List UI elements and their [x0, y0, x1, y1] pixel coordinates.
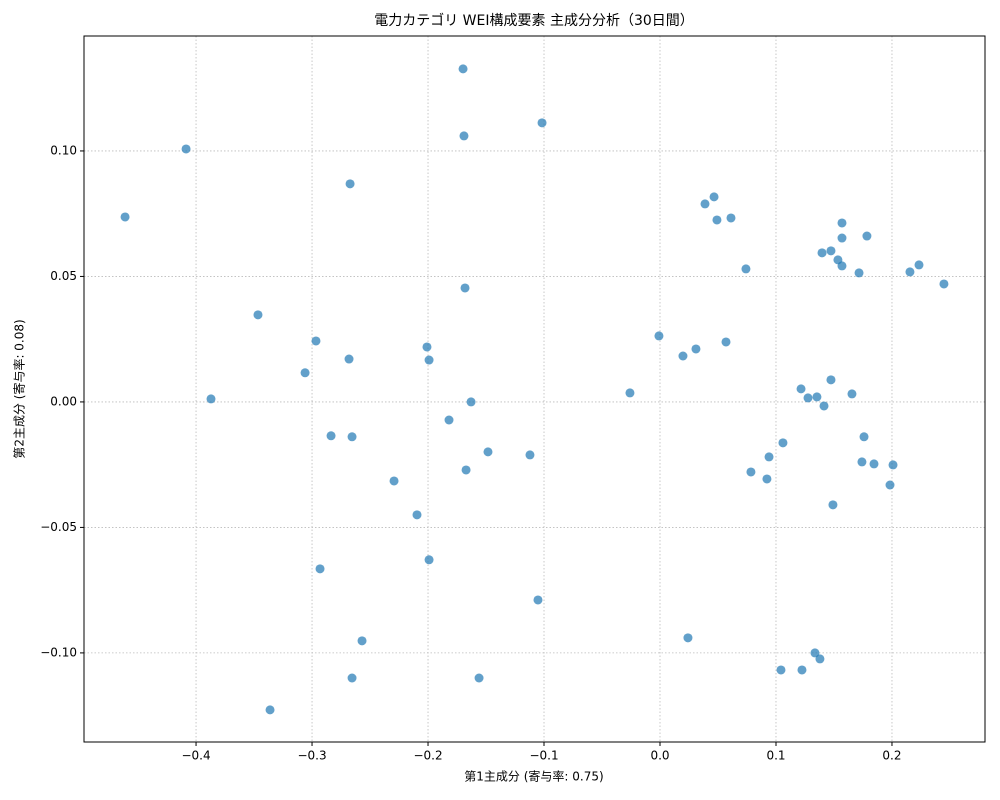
point [709, 192, 719, 202]
point [265, 705, 275, 715]
point [721, 337, 731, 347]
point [422, 342, 432, 352]
point [828, 500, 838, 510]
point [885, 480, 895, 490]
point [837, 261, 847, 271]
point [315, 564, 325, 574]
point [444, 415, 454, 425]
point [764, 452, 774, 462]
point [888, 460, 898, 470]
point [776, 665, 786, 675]
x-tick-label: 0.0 [650, 749, 669, 763]
point [726, 213, 736, 223]
plot-frame [83, 35, 986, 743]
point [854, 268, 864, 278]
point [869, 459, 879, 469]
point [389, 476, 399, 486]
point [700, 199, 710, 209]
point [300, 368, 310, 378]
point [458, 64, 468, 74]
x-tick-label: 0.1 [766, 749, 785, 763]
point [326, 431, 336, 441]
point [483, 447, 493, 457]
point [810, 648, 820, 658]
point [819, 401, 829, 411]
y-tick-label: 0.10 [50, 143, 77, 157]
x-axis-label: 第1主成分 (寄与率: 0.75) [464, 769, 603, 784]
point [459, 131, 469, 141]
point [939, 279, 949, 289]
point [654, 331, 664, 341]
point [357, 636, 367, 646]
x-tick-label: −0.3 [297, 749, 326, 763]
point [120, 212, 130, 222]
point [826, 375, 836, 385]
point [466, 397, 476, 407]
point [412, 510, 422, 520]
point [460, 283, 470, 293]
point [683, 633, 693, 643]
point [862, 231, 872, 241]
point [778, 438, 788, 448]
point [347, 673, 357, 683]
point [762, 474, 772, 484]
point [746, 467, 756, 477]
point [817, 248, 827, 258]
y-axis-label: 第2主成分 (寄与率: 0.08) [12, 319, 27, 458]
point [815, 654, 825, 664]
point [857, 457, 867, 467]
point [796, 384, 806, 394]
x-tick-label: −0.4 [181, 749, 210, 763]
point [859, 432, 869, 442]
point [424, 355, 434, 365]
point [424, 555, 434, 565]
point [691, 344, 701, 354]
point [837, 233, 847, 243]
y-tick-label: 0.00 [50, 394, 77, 408]
point [837, 218, 847, 228]
point [344, 354, 354, 364]
point [625, 388, 635, 398]
chart-title: 電力カテゴリ WEI構成要素 主成分分析（30日間） [374, 12, 694, 29]
point [525, 450, 535, 460]
point [311, 336, 321, 346]
y-tick-label: −0.05 [40, 520, 77, 534]
point [253, 310, 263, 320]
point [797, 665, 807, 675]
point [803, 393, 813, 403]
y-tick-label: 0.05 [50, 269, 77, 283]
point [537, 118, 547, 128]
point [181, 144, 191, 154]
point [905, 267, 915, 277]
point [533, 595, 543, 605]
x-tick-label: 0.2 [882, 749, 901, 763]
point [347, 432, 357, 442]
point [812, 392, 822, 402]
point [914, 260, 924, 270]
point [345, 179, 355, 189]
point [461, 465, 471, 475]
point [712, 215, 722, 225]
point [826, 246, 836, 256]
point [206, 394, 216, 404]
point [741, 264, 751, 274]
point [474, 673, 484, 683]
x-tick-label: −0.2 [413, 749, 442, 763]
point [847, 389, 857, 399]
y-tick-label: −0.10 [40, 645, 77, 659]
x-tick-label: −0.1 [529, 749, 558, 763]
point [678, 351, 688, 361]
